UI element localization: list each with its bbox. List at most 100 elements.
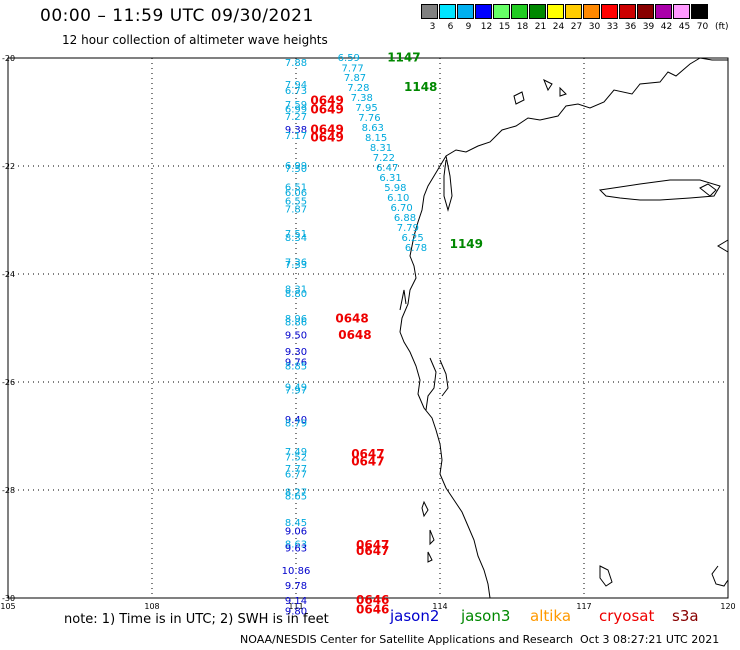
pass-time-label: 0647	[351, 447, 384, 461]
swh-value-label: 9.38	[285, 125, 307, 136]
lat-lon-grid	[8, 58, 728, 598]
swh-value-label: 9.49	[285, 382, 307, 393]
swh-value-label: 8.27	[285, 488, 307, 499]
lat-tick-label: -26	[2, 378, 15, 387]
swh-value-label: 6.70	[390, 203, 412, 214]
satellite-legend-jason3: jason3	[461, 607, 511, 625]
swh-value-label: 7.76	[358, 113, 380, 124]
lat-tick-label: -30	[2, 594, 15, 603]
swh-value-label: 6.73	[285, 86, 307, 97]
swh-value-label: 8.65	[285, 491, 307, 502]
inland-lake-2	[699, 183, 717, 197]
swh-value-label: 6.51	[285, 183, 307, 194]
swh-value-label: 7.59	[285, 100, 307, 111]
color-scale-unit: (ft)	[715, 22, 729, 32]
pass-time-label: 0649	[310, 94, 343, 108]
footer-note: note: 1) Time is in UTC; 2) SWH is in fe…	[64, 612, 329, 627]
pass-time-label: 0649	[310, 102, 343, 116]
swh-value-label: 9.50	[285, 331, 307, 342]
swh-value-label: 7.17	[285, 131, 307, 142]
color-scale-swatch	[619, 4, 636, 19]
swh-value-label: 6.06	[285, 188, 307, 199]
swh-value-label: 10.86	[282, 566, 311, 577]
swh-value-label: 8.31	[370, 143, 392, 154]
swh-value-label: 9.76	[285, 358, 307, 369]
swh-value-label: 7.97	[285, 386, 307, 397]
swh-value-label: 5.98	[384, 183, 406, 194]
lon-tick-label: 114	[432, 602, 447, 611]
pass-time-label: 0646	[356, 593, 389, 607]
swh-value-label: 7.87	[344, 73, 366, 84]
map-frame	[7, 57, 729, 599]
color-scale-label: 39	[642, 22, 655, 32]
pass-time-label: 1147	[387, 51, 420, 65]
swh-value-label: 6.31	[379, 173, 401, 184]
color-scale-label: 30	[588, 22, 601, 32]
island-2	[543, 78, 553, 92]
map-title: 00:00 – 11:59 UTC 09/30/2021	[40, 6, 314, 26]
color-scale-label: 15	[498, 22, 511, 32]
pass-time-label: 0648	[335, 311, 368, 325]
pass-time-label: 0649	[310, 130, 343, 144]
color-scale-label: 42	[660, 22, 673, 32]
island-1	[513, 91, 525, 105]
swh-value-label: 7.36	[285, 258, 307, 269]
color-scale-label: 18	[516, 22, 529, 32]
swh-value-label: 7.94	[285, 80, 307, 91]
swh-value-label: 6.78	[405, 243, 427, 254]
satellite-legend-altika: altika	[530, 607, 572, 625]
swh-value-label: 6.88	[394, 213, 416, 224]
color-scale-label: 36	[624, 22, 637, 32]
inland-lake	[598, 179, 721, 201]
dirk-hartog-island	[399, 289, 407, 311]
swh-value-label: 6.25	[402, 233, 424, 244]
color-scale-swatch	[493, 4, 510, 19]
pass-time-label: 0649	[310, 122, 343, 136]
swh-value-label: 6.47	[376, 163, 398, 174]
shark-bay-peninsula	[425, 357, 437, 411]
lat-tick-label: -20	[2, 54, 15, 63]
lat-tick-label: -24	[2, 270, 15, 279]
color-scale-label: 21	[534, 22, 547, 32]
pass-time-label: 0647	[356, 538, 389, 552]
swh-value-label: 7.79	[397, 223, 419, 234]
satellite-legend-jason2: jason2	[390, 607, 440, 625]
swh-value-label: 8.80	[285, 289, 307, 300]
swh-value-label: 6.10	[387, 193, 409, 204]
pass-time-label: 0648	[338, 328, 371, 342]
swh-value-label: 7.22	[373, 153, 395, 164]
pass-time-label: 1148	[404, 80, 437, 94]
swh-value-label: 9.80	[285, 607, 307, 618]
color-scale-swatch	[691, 4, 708, 19]
swh-value-label: 7.49	[285, 447, 307, 458]
map-border	[7, 57, 729, 599]
swh-value-label: 7.87	[285, 205, 307, 216]
swh-value-label: 6.59	[338, 53, 360, 64]
swh-value-label: 9.30	[285, 347, 307, 358]
abrolhos-island-2	[429, 529, 435, 546]
map-subtitle: 12 hour collection of altimeter wave hei…	[62, 33, 328, 47]
swh-value-label: 7.77	[342, 63, 364, 74]
island-south-1	[599, 565, 613, 587]
pass-time-labels: 0649064906490649064806480647064706470647…	[310, 51, 483, 617]
lat-tick-label: -28	[2, 486, 15, 495]
swh-value-label: 9.63	[285, 543, 307, 554]
color-scale-swatch	[637, 4, 654, 19]
abrolhos-island-1	[421, 500, 429, 518]
color-scale-swatch	[565, 4, 582, 19]
lon-tick-label: 105	[0, 602, 15, 611]
pass-time-label: 0647	[351, 454, 384, 468]
swh-value-label: 7.50	[285, 164, 307, 175]
mainland-coast	[399, 57, 728, 599]
color-scale-swatch	[655, 4, 672, 19]
swh-value-label: 8.15	[365, 133, 387, 144]
swh-value-label: 7.88	[285, 58, 307, 69]
color-scale-swatch	[511, 4, 528, 19]
lon-tick-label: 120	[720, 602, 735, 611]
swh-value-label: 7.51	[285, 229, 307, 240]
east-edge-coast	[717, 239, 729, 253]
swh-value-label: 8.63	[362, 123, 384, 134]
color-scale-label: 45	[678, 22, 691, 32]
north-west-cape	[443, 155, 453, 212]
